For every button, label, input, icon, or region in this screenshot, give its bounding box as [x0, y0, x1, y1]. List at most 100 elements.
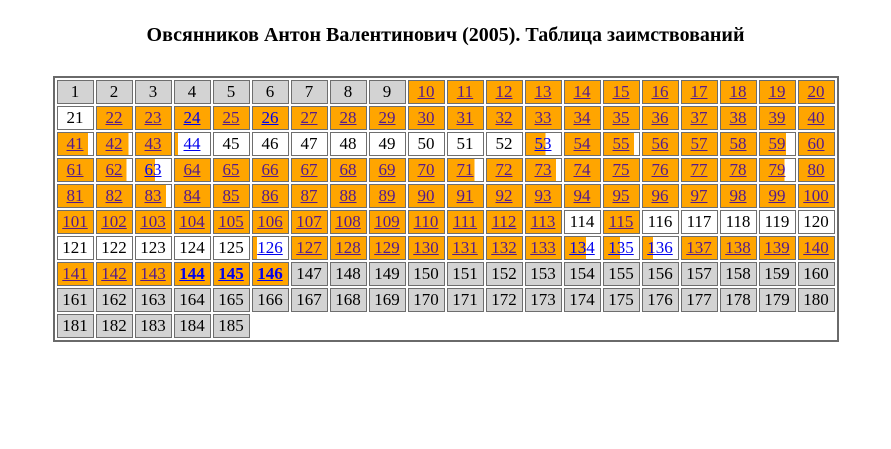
- page-link-142[interactable]: 142: [101, 264, 127, 283]
- page-link-40[interactable]: 40: [807, 108, 825, 127]
- page-link-88[interactable]: 88: [339, 186, 357, 205]
- page-link-72[interactable]: 72: [495, 160, 513, 179]
- page-link-136[interactable]: 136: [647, 238, 673, 257]
- page-link-129[interactable]: 129: [374, 238, 400, 257]
- page-link-108[interactable]: 108: [335, 212, 361, 231]
- page-link-18[interactable]: 18: [729, 82, 747, 101]
- page-link-35[interactable]: 35: [612, 108, 630, 127]
- page-link-15[interactable]: 15: [612, 82, 630, 101]
- page-link-56[interactable]: 56: [651, 134, 669, 153]
- page-link-94[interactable]: 94: [573, 186, 591, 205]
- page-link-74[interactable]: 74: [573, 160, 591, 179]
- page-link-12[interactable]: 12: [495, 82, 513, 101]
- page-link-95[interactable]: 95: [612, 186, 630, 205]
- page-link-99[interactable]: 99: [768, 186, 786, 205]
- page-link-29[interactable]: 29: [378, 108, 396, 127]
- page-link-14[interactable]: 14: [573, 82, 591, 101]
- page-link-25[interactable]: 25: [222, 108, 240, 127]
- page-link-13[interactable]: 13: [534, 82, 552, 101]
- page-link-54[interactable]: 54: [573, 134, 591, 153]
- page-link-145[interactable]: 145: [218, 264, 244, 283]
- page-link-85[interactable]: 85: [222, 186, 240, 205]
- page-link-43[interactable]: 43: [144, 134, 162, 153]
- page-link-92[interactable]: 92: [495, 186, 513, 205]
- page-link-103[interactable]: 103: [140, 212, 166, 231]
- page-link-110[interactable]: 110: [413, 212, 439, 231]
- page-link-57[interactable]: 57: [690, 134, 708, 153]
- page-link-41[interactable]: 41: [66, 134, 84, 153]
- page-link-96[interactable]: 96: [651, 186, 669, 205]
- page-link-127[interactable]: 127: [296, 238, 322, 257]
- page-link-33[interactable]: 33: [534, 108, 552, 127]
- page-link-19[interactable]: 19: [768, 82, 786, 101]
- page-link-107[interactable]: 107: [296, 212, 322, 231]
- page-link-138[interactable]: 138: [725, 238, 751, 257]
- page-link-22[interactable]: 22: [105, 108, 123, 127]
- page-link-113[interactable]: 113: [530, 212, 556, 231]
- page-link-98[interactable]: 98: [729, 186, 747, 205]
- page-link-76[interactable]: 76: [651, 160, 669, 179]
- page-link-69[interactable]: 69: [378, 160, 396, 179]
- page-link-37[interactable]: 37: [690, 108, 708, 127]
- page-link-39[interactable]: 39: [768, 108, 786, 127]
- page-link-146[interactable]: 146: [257, 264, 283, 283]
- page-link-89[interactable]: 89: [378, 186, 396, 205]
- page-link-75[interactable]: 75: [612, 160, 630, 179]
- page-link-78[interactable]: 78: [729, 160, 747, 179]
- page-link-64[interactable]: 64: [183, 160, 201, 179]
- page-link-63[interactable]: 63: [144, 160, 162, 179]
- page-link-71[interactable]: 71: [456, 160, 474, 179]
- page-link-80[interactable]: 80: [807, 160, 825, 179]
- page-link-91[interactable]: 91: [456, 186, 474, 205]
- page-link-104[interactable]: 104: [179, 212, 205, 231]
- page-link-115[interactable]: 115: [608, 212, 634, 231]
- page-link-42[interactable]: 42: [105, 134, 123, 153]
- page-link-105[interactable]: 105: [218, 212, 244, 231]
- page-link-86[interactable]: 86: [261, 186, 279, 205]
- page-link-79[interactable]: 79: [768, 160, 786, 179]
- page-link-28[interactable]: 28: [339, 108, 357, 127]
- page-link-100[interactable]: 100: [803, 186, 829, 205]
- page-link-59[interactable]: 59: [768, 134, 786, 153]
- page-link-58[interactable]: 58: [729, 134, 747, 153]
- page-link-82[interactable]: 82: [105, 186, 123, 205]
- page-link-32[interactable]: 32: [495, 108, 513, 127]
- page-link-55[interactable]: 55: [612, 134, 630, 153]
- page-link-90[interactable]: 90: [417, 186, 435, 205]
- page-link-65[interactable]: 65: [222, 160, 240, 179]
- page-link-31[interactable]: 31: [456, 108, 474, 127]
- page-link-62[interactable]: 62: [105, 160, 123, 179]
- page-link-130[interactable]: 130: [413, 238, 439, 257]
- page-link-83[interactable]: 83: [144, 186, 162, 205]
- page-link-126[interactable]: 126: [257, 238, 283, 257]
- page-link-27[interactable]: 27: [300, 108, 318, 127]
- page-link-87[interactable]: 87: [300, 186, 318, 205]
- page-link-60[interactable]: 60: [807, 134, 825, 153]
- page-link-102[interactable]: 102: [101, 212, 127, 231]
- page-link-144[interactable]: 144: [179, 264, 205, 283]
- page-link-140[interactable]: 140: [803, 238, 829, 257]
- page-link-11[interactable]: 11: [456, 82, 474, 101]
- page-link-109[interactable]: 109: [374, 212, 400, 231]
- page-link-132[interactable]: 132: [491, 238, 517, 257]
- page-link-30[interactable]: 30: [417, 108, 435, 127]
- page-link-68[interactable]: 68: [339, 160, 357, 179]
- page-link-38[interactable]: 38: [729, 108, 747, 127]
- page-link-20[interactable]: 20: [807, 82, 825, 101]
- page-link-53[interactable]: 53: [534, 134, 552, 153]
- page-link-137[interactable]: 137: [686, 238, 712, 257]
- page-link-101[interactable]: 101: [62, 212, 88, 231]
- page-link-134[interactable]: 134: [569, 238, 595, 257]
- page-link-111[interactable]: 111: [452, 212, 478, 231]
- page-link-16[interactable]: 16: [651, 82, 669, 101]
- page-link-97[interactable]: 97: [690, 186, 708, 205]
- page-link-133[interactable]: 133: [530, 238, 556, 257]
- page-link-112[interactable]: 112: [491, 212, 517, 231]
- page-link-93[interactable]: 93: [534, 186, 552, 205]
- page-link-135[interactable]: 135: [608, 238, 634, 257]
- page-link-61[interactable]: 61: [66, 160, 84, 179]
- page-link-106[interactable]: 106: [257, 212, 283, 231]
- page-link-10[interactable]: 10: [417, 82, 435, 101]
- page-link-77[interactable]: 77: [690, 160, 708, 179]
- page-link-73[interactable]: 73: [534, 160, 552, 179]
